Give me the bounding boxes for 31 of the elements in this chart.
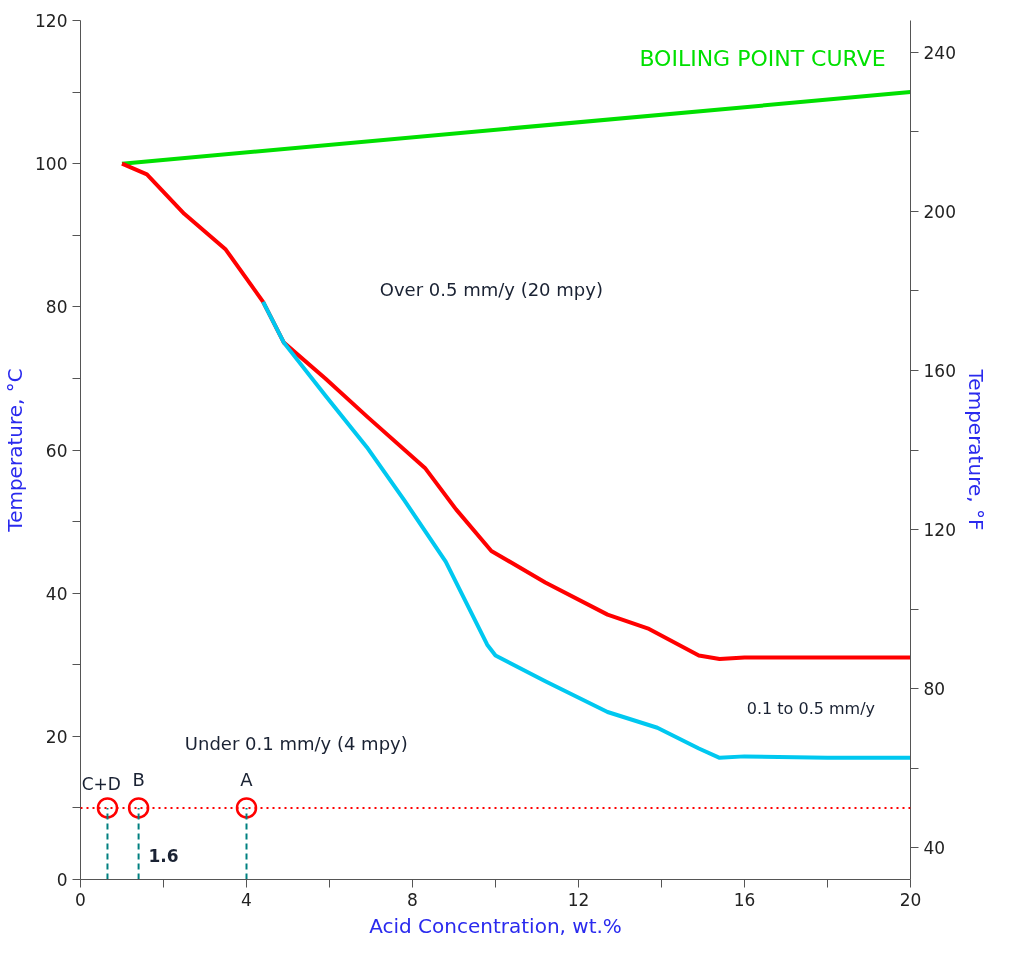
annotation: B xyxy=(132,769,145,791)
annotation: A xyxy=(240,769,254,791)
y-tick-label: 20 xyxy=(45,726,68,747)
y-tick-label: 100 xyxy=(35,154,68,175)
x-tick-label: 0 xyxy=(75,889,86,910)
y-tick-label: 120 xyxy=(35,11,68,31)
series-label: BOILING POINT CURVE xyxy=(639,45,886,71)
y2-axis-title: Temperature, °F xyxy=(963,368,988,531)
y-tick-label: 0 xyxy=(56,870,68,890)
x-axis-title: Acid Concentration, wt.% xyxy=(369,913,622,938)
y-axis-title: Temperature, °C xyxy=(3,368,28,533)
y2-tick-label: 200 xyxy=(923,201,956,222)
y2-tick-label: 40 xyxy=(923,838,946,859)
annotation: Over 0.5 mm/y (20 mpy) xyxy=(379,278,603,300)
y-tick-label: 80 xyxy=(45,297,68,318)
y2-tick-label: 160 xyxy=(923,360,956,381)
line-series xyxy=(120,161,911,662)
x-tick-label: 8 xyxy=(407,889,418,910)
x-tick-label: 4 xyxy=(241,889,252,910)
x-tick-label: 20 xyxy=(899,889,922,910)
x-tick-label: 12 xyxy=(567,889,590,910)
y2-tick-label: 80 xyxy=(923,679,946,700)
y-tick-label: 60 xyxy=(45,440,68,461)
annotation: 0.1 to 0.5 mm/y xyxy=(746,699,876,719)
y2-tick-label: 240 xyxy=(923,42,956,63)
y-tick-label: 40 xyxy=(45,583,68,604)
y2-tick-label: 120 xyxy=(923,520,956,541)
annotation: C+D xyxy=(81,773,121,794)
annotation: Under 0.1 mm/y (4 mpy) xyxy=(184,733,408,755)
x-tick-label: 16 xyxy=(733,889,756,910)
annotation: 1.6 xyxy=(148,845,179,866)
